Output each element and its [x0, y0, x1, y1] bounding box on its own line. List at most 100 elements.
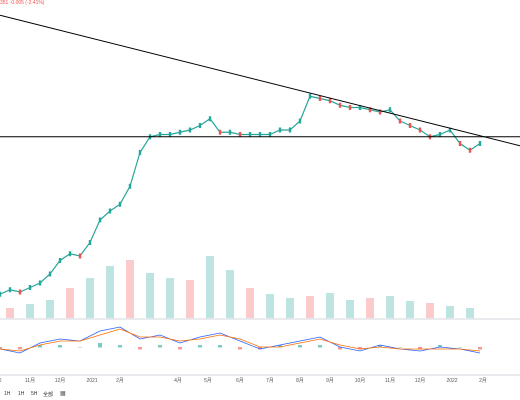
volume-bar [286, 298, 294, 318]
drawn-lines[interactable] [0, 14, 520, 147]
macd-histogram-bar [298, 345, 302, 348]
x-tick-label: 10月 [355, 378, 366, 384]
x-tick-label: 6月 [236, 378, 244, 384]
macd-histogram-bar [478, 347, 482, 350]
macd-histogram-bar [178, 347, 182, 350]
x-tick-label: 11月 [25, 378, 35, 384]
macd-histogram-bar [138, 347, 142, 350]
calendar-icon[interactable]: ▦ [60, 391, 66, 397]
candle [28, 285, 32, 290]
candle [108, 208, 112, 214]
signal-line [0, 328, 481, 352]
x-tick-label: 2月 [479, 378, 487, 384]
candle [478, 141, 482, 146]
macd-histogram-bar [378, 345, 382, 348]
macd-panel [0, 326, 482, 354]
candle [0, 291, 2, 297]
x-tick-label: 9月 [326, 378, 334, 384]
candle [168, 132, 172, 137]
volume-bar [326, 293, 334, 318]
macd-histogram-bar [38, 345, 42, 348]
volume-bar [346, 300, 354, 318]
volume-bar [466, 308, 474, 318]
macd-histogram-bar [418, 347, 422, 350]
volume-bar [206, 256, 214, 318]
candle [468, 147, 472, 153]
macd-histogram-bar [58, 345, 62, 348]
candle [418, 127, 422, 133]
candle [238, 132, 242, 137]
x-tick-label: 8月 [296, 378, 304, 384]
candle [198, 123, 202, 128]
price-series [0, 93, 482, 297]
volume-bar [266, 294, 274, 318]
candle [288, 127, 292, 133]
macd-histogram-bar [98, 343, 102, 348]
candle [38, 280, 42, 286]
x-tick-label: 2月 [116, 378, 124, 384]
volume-bar [146, 273, 154, 318]
macd-histogram-bar [78, 347, 82, 348]
candle [188, 127, 192, 133]
volume-bar [166, 278, 174, 318]
x-tick-label: 2021 [86, 378, 97, 384]
x-tick-label: 12月 [55, 378, 66, 384]
macd-histogram-bar [198, 345, 202, 348]
candle [438, 132, 442, 137]
volume-bar [246, 288, 254, 318]
timeframe-all[interactable]: 全部 [43, 392, 54, 398]
candle [268, 132, 272, 137]
candle [298, 118, 302, 124]
timeframe-2[interactable]: 1H [18, 391, 25, 397]
candle [18, 289, 22, 295]
candle [368, 107, 372, 113]
candle [358, 105, 362, 110]
macd-histogram-bar [158, 345, 162, 348]
candle [78, 253, 82, 259]
candle [208, 116, 212, 122]
volume-bar [66, 288, 74, 318]
x-tick-label: 0 [0, 378, 2, 384]
macd-histogram-bar [458, 347, 462, 348]
volume-bar [386, 296, 394, 318]
price-legend: 351 -0.005 (-2.41%) [0, 0, 45, 6]
candle [408, 123, 412, 128]
candle [308, 93, 312, 99]
macd-histogram-bar [438, 345, 442, 348]
volume-bar [366, 298, 374, 318]
candle [258, 132, 262, 137]
candle [248, 132, 252, 137]
candle [88, 240, 92, 245]
macd-histogram-bar [238, 347, 242, 350]
price-line [0, 95, 481, 295]
macd-histogram-bar [0, 347, 2, 350]
macd-histogram-bar [218, 345, 222, 348]
volume-bar [226, 270, 234, 318]
candle [128, 183, 132, 189]
candle [98, 217, 102, 223]
timeframe-3[interactable]: 5H [31, 391, 38, 397]
candle [8, 287, 12, 293]
volume-bar [186, 280, 194, 318]
volume-bar [406, 301, 414, 318]
macd-histogram-bar [398, 347, 402, 348]
volume-bar [26, 304, 34, 318]
volume-bar [306, 296, 314, 318]
timeframe-1[interactable]: 1H [4, 391, 11, 397]
x-tick-label: 7月 [266, 378, 274, 384]
volume-bar [86, 278, 94, 318]
candle [328, 98, 332, 104]
candle [58, 258, 62, 263]
candle [48, 271, 52, 277]
x-tick-label: 2022 [446, 378, 457, 384]
candle [118, 201, 122, 207]
candle [448, 127, 452, 133]
x-tick-label: 4月 [174, 378, 182, 384]
resistance-trendline [0, 14, 520, 147]
candle [138, 150, 142, 155]
candle [318, 96, 322, 101]
volume-bars [6, 256, 474, 318]
candle [68, 251, 72, 257]
